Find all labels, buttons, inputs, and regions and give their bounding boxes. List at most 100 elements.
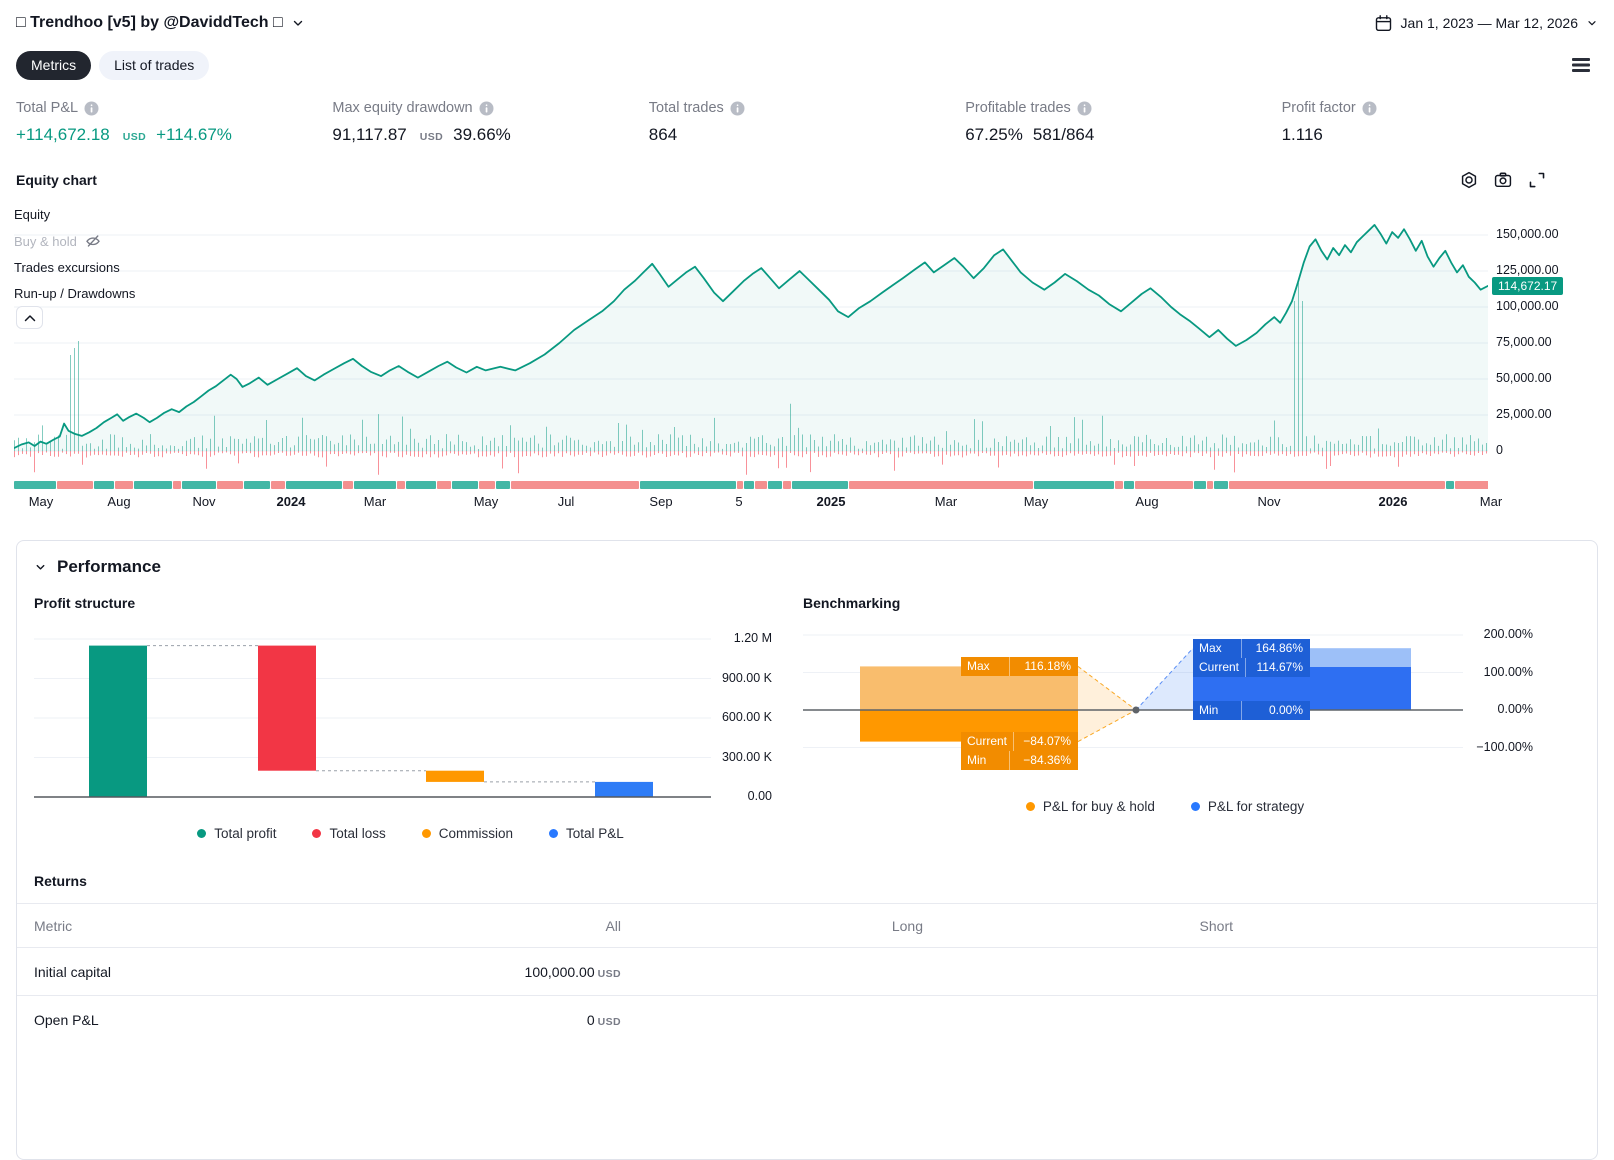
eye-off-icon[interactable] xyxy=(85,233,101,249)
scrollbar-segment[interactable] xyxy=(1229,481,1445,489)
scrollbar-segment[interactable] xyxy=(1194,481,1206,489)
scrollbar-segment[interactable] xyxy=(173,481,181,489)
equity-curve-chart[interactable] xyxy=(14,195,1488,480)
scrollbar-segment[interactable] xyxy=(406,481,436,489)
scrollbar-segment[interactable] xyxy=(397,481,405,489)
teal-dot-icon xyxy=(197,829,207,838)
scrollbar-segment[interactable] xyxy=(1455,481,1488,489)
scrollbar-segment[interactable] xyxy=(737,481,743,489)
scrollbar-segment[interactable] xyxy=(849,481,1033,489)
legend-pnl-strategy[interactable]: P&L for strategy xyxy=(1190,799,1304,814)
info-icon[interactable] xyxy=(84,101,99,116)
scrollbar-segment[interactable] xyxy=(1446,481,1454,489)
x-tick-label: May xyxy=(473,494,499,509)
row-label: Initial capital xyxy=(34,963,112,980)
benchmarking-chart[interactable] xyxy=(803,625,1463,777)
chevron-down-icon xyxy=(293,20,302,26)
scrollbar-segment[interactable] xyxy=(354,481,396,489)
benchmark-badge-buyhold-min: Min −84.36% xyxy=(961,751,1078,770)
scrollbar-segment[interactable] xyxy=(452,481,478,489)
screenshot-button[interactable] xyxy=(1488,165,1518,195)
scrollbar-segment[interactable] xyxy=(217,481,243,489)
chevron-up-icon xyxy=(24,314,35,321)
scrollbar-segment[interactable] xyxy=(437,481,451,489)
legend-total-pnl[interactable]: Total P&L xyxy=(549,826,624,841)
table-row-initial-capital: Initial capital 100,000.00 USD xyxy=(17,947,1597,995)
legend-pnl-buy-hold[interactable]: P&L for buy & hold xyxy=(1025,799,1155,814)
legend-commission[interactable]: Commission xyxy=(421,826,513,841)
y-tick-label: 50,000.00 xyxy=(1496,371,1552,385)
x-tick-label: 2025 xyxy=(816,494,846,509)
scrollbar-segment[interactable] xyxy=(115,481,133,489)
metric-max-drawdown: Max equity drawdown 91,117.87 USD 39.66% xyxy=(332,100,648,145)
scrollbar-segment[interactable] xyxy=(755,481,767,489)
top-bar: □ Trendhoo [v5] by @DaviddTech □ Jan 1, … xyxy=(0,0,1614,46)
performance-header[interactable]: Performance xyxy=(17,541,1597,577)
scrollbar-segment[interactable] xyxy=(182,481,216,489)
scrollbar-segment[interactable] xyxy=(134,481,172,489)
strategy-title-group[interactable]: □ Trendhoo [v5] by @DaviddTech □ xyxy=(16,14,305,32)
scrollbar-segment[interactable] xyxy=(1115,481,1123,489)
calendar-icon xyxy=(1375,14,1391,31)
scrollbar-segment[interactable] xyxy=(57,481,93,489)
y-tick-label: 600.00 K xyxy=(721,710,772,724)
scrollbar-segment[interactable] xyxy=(271,481,285,489)
scrollbar-segment[interactable] xyxy=(1214,481,1228,489)
x-tick-label: Mar xyxy=(363,494,387,509)
y-tick-label: 25,000.00 xyxy=(1496,407,1552,421)
legend-item-trades-excursions[interactable]: Trades excursions xyxy=(14,260,120,275)
y-tick-label: 900.00 K xyxy=(721,670,772,685)
scrollbar-segment[interactable] xyxy=(783,481,791,489)
scrollbar-segment[interactable] xyxy=(1135,481,1193,489)
profit-structure-chart[interactable] xyxy=(34,625,711,805)
scrollbar-segment[interactable] xyxy=(768,481,782,489)
scrollbar-segment[interactable] xyxy=(286,481,342,489)
benchmark-badge-buyhold-max: Max 116.18% xyxy=(961,656,1078,676)
benchmarking-legend: P&L for buy & hold P&L for strategy xyxy=(803,799,1527,814)
returns-header-row: Metric All Long Short xyxy=(17,903,1597,947)
layout-list-button[interactable] xyxy=(1564,48,1598,82)
chart-range-scrollbar[interactable] xyxy=(14,481,1488,489)
date-range-picker[interactable]: Jan 1, 2023 — Mar 12, 2026 xyxy=(1374,14,1598,33)
benchmarking-panel: Benchmarking 200.00% 100.00% 0.00% −100.00%… xyxy=(787,595,1597,841)
scrollbar-segment[interactable] xyxy=(640,481,736,489)
info-icon[interactable] xyxy=(730,101,745,116)
scrollbar-segment[interactable] xyxy=(14,481,56,489)
legend-item-runup-drawdowns[interactable]: Run-up / Drawdowns xyxy=(14,286,136,301)
scrollbar-segment[interactable] xyxy=(792,481,848,489)
tab-list-of-trades[interactable]: List of trades xyxy=(99,50,210,80)
scrollbar-segment[interactable] xyxy=(1034,481,1114,489)
legend-total-loss[interactable]: Total loss xyxy=(312,826,386,841)
scrollbar-segment[interactable] xyxy=(479,481,495,489)
scrollbar-segment[interactable] xyxy=(1124,481,1134,489)
fullscreen-button[interactable] xyxy=(1522,165,1552,195)
tab-metrics[interactable]: Metrics xyxy=(16,50,92,80)
scrollbar-segment[interactable] xyxy=(244,481,270,489)
x-tick-label: 5 xyxy=(735,494,743,509)
legend-item-buy-hold[interactable]: Buy & hold xyxy=(14,233,135,249)
chevron-down-icon xyxy=(36,564,45,570)
y-tick-label: 0 xyxy=(1496,443,1503,457)
scrollbar-segment[interactable] xyxy=(511,481,639,489)
chart-settings-button[interactable] xyxy=(1454,165,1484,195)
scrollbar-segment[interactable] xyxy=(343,481,353,489)
x-tick-label: May xyxy=(1023,494,1049,509)
y-tick-label: 0.00% xyxy=(1497,702,1533,716)
legend-item-equity[interactable]: Equity xyxy=(14,207,51,222)
y-tick-label: 150,000.00 xyxy=(1496,227,1559,241)
y-tick-label: 1.20 M xyxy=(733,631,772,645)
scrollbar-segment[interactable] xyxy=(496,481,510,489)
legend-total-profit[interactable]: Total profit xyxy=(197,826,276,841)
x-tick-label: May xyxy=(28,494,54,509)
scrollbar-segment[interactable] xyxy=(94,481,114,489)
equity-chart-title: Equity chart xyxy=(16,172,97,188)
orange-dot-icon xyxy=(1025,802,1035,811)
info-icon[interactable] xyxy=(1362,101,1377,116)
info-icon[interactable] xyxy=(479,101,494,116)
collapse-legend-button[interactable] xyxy=(16,306,43,329)
column-short: Short xyxy=(1199,917,1233,934)
scrollbar-segment[interactable] xyxy=(744,481,754,489)
table-row-open-pnl: Open P&L 0 USD xyxy=(17,995,1597,1043)
info-icon[interactable] xyxy=(1077,101,1092,116)
scrollbar-segment[interactable] xyxy=(1207,481,1213,489)
